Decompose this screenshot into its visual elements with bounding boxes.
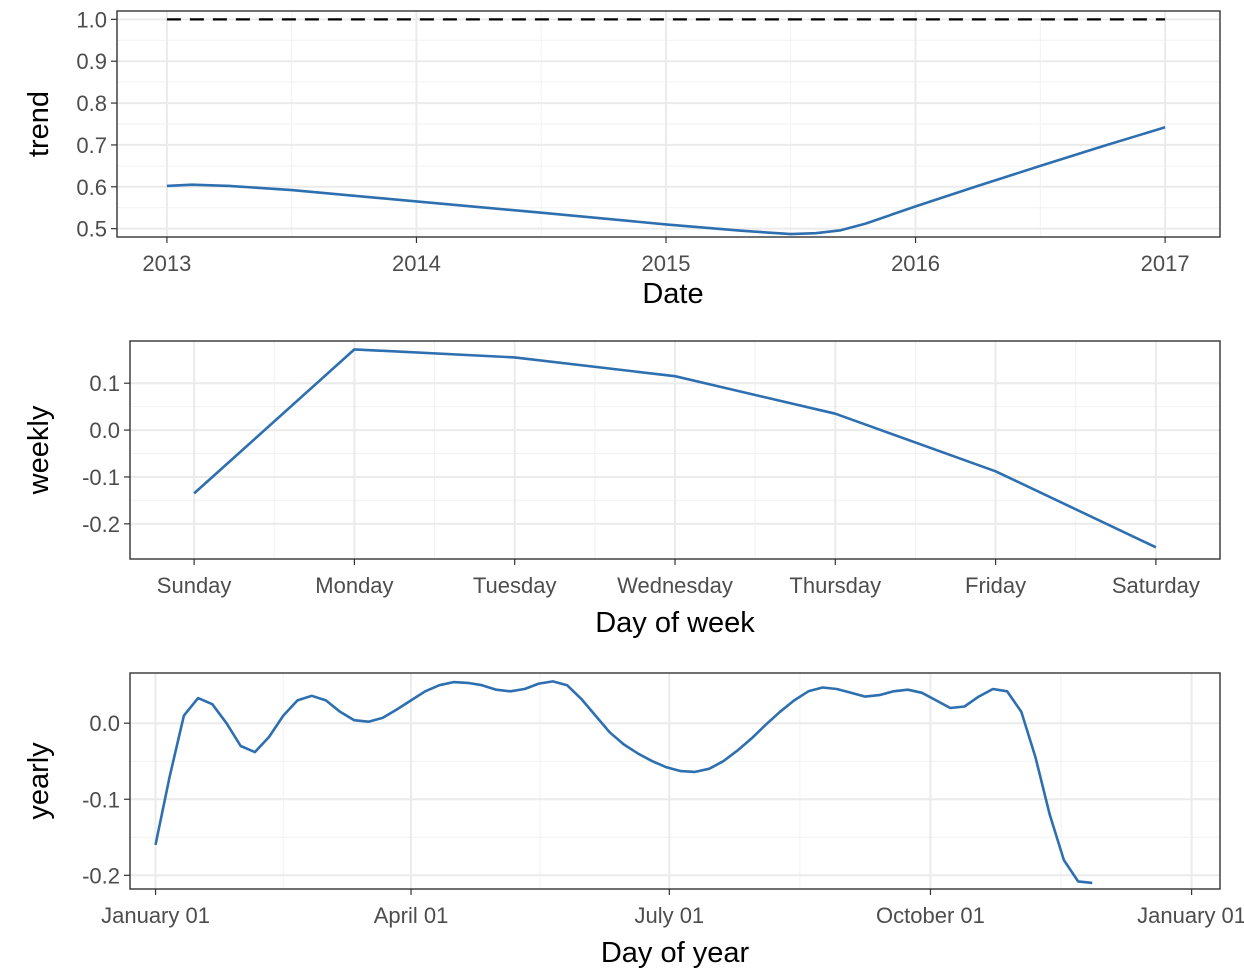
weekly-x-tick-labels: Sunday Monday Tuesday Wednesday Thursday Frid…	[157, 573, 1200, 598]
weekly-y-axis-title: weekly	[23, 405, 55, 495]
x-tick-label: Thursday	[789, 573, 881, 598]
trend-grid	[117, 11, 1220, 237]
yearly-ticks	[124, 722, 1193, 895]
trend-ticks	[111, 18, 1166, 243]
trend-y-axis-title: trend	[23, 91, 55, 157]
y-tick-label: -0.2	[82, 863, 120, 888]
x-tick-label: Sunday	[157, 573, 232, 598]
yearly-grid	[130, 673, 1220, 889]
yearly-panel-border	[129, 672, 1221, 890]
trend-panel: 2013 2014 2015 2016 2017 0.50.60.70.80.91.0 …	[23, 7, 1221, 310]
x-tick-label: 2013	[142, 251, 191, 276]
series-line	[193, 348, 1157, 549]
series-line	[154, 680, 1093, 885]
yearly-y-tick-labels: -0.2 -0.1 0.0	[82, 711, 120, 888]
trend-marks	[166, 18, 1166, 236]
y-tick-label: 0.1	[89, 371, 120, 396]
trend-y-tick-labels: 0.5 0.6 0.7 0.8 0.9 1.0	[76, 7, 107, 241]
series-line	[166, 126, 1166, 236]
y-tick-label: 0.0	[89, 711, 120, 736]
trend-x-axis-title: Date	[642, 278, 703, 310]
y-tick-label: -0.1	[82, 787, 120, 812]
x-tick-label: Friday	[965, 573, 1026, 598]
x-tick-label: January 01	[101, 903, 210, 928]
weekly-x-axis-title: Day of week	[595, 607, 755, 639]
x-tick-label: 2014	[392, 251, 441, 276]
x-tick-label: Monday	[315, 573, 393, 598]
y-tick-label: 0.9	[76, 49, 107, 74]
y-tick-label: -0.1	[82, 465, 120, 490]
weekly-y-tick-labels: -0.2 -0.1 0.0 0.1	[82, 371, 120, 537]
yearly-y-axis-title: yearly	[23, 742, 55, 820]
weekly-ticks	[124, 382, 1157, 565]
x-tick-label: July 01	[634, 903, 704, 928]
x-tick-label: Wednesday	[617, 573, 733, 598]
x-tick-label: 2015	[642, 251, 691, 276]
yearly-x-tick-labels: January 01 April 01 July 01 October 01 Janua…	[101, 903, 1244, 928]
y-tick-label: -0.2	[82, 512, 120, 537]
x-tick-label: 2016	[891, 251, 940, 276]
x-tick-label: 2017	[1141, 251, 1190, 276]
yearly-x-axis-title: Day of year	[601, 937, 750, 969]
x-tick-label: April 01	[374, 903, 449, 928]
x-tick-label: October 01	[876, 903, 985, 928]
y-tick-label: 0.7	[76, 133, 107, 158]
yearly-marks	[154, 680, 1093, 885]
trend-x-tick-labels: 2013 2014 2015 2016 2017	[142, 251, 1189, 276]
x-tick-label: Tuesday	[473, 573, 557, 598]
x-tick-label: January 01	[1137, 903, 1244, 928]
yearly-panel: January 01 April 01 July 01 October 01 Janua…	[23, 672, 1244, 969]
y-tick-label: 1.0	[76, 7, 107, 32]
x-tick-label: Saturday	[1112, 573, 1200, 598]
y-tick-label: 0.0	[89, 418, 120, 443]
weekly-panel: Sunday Monday Tuesday Wednesday Thursday Frid…	[23, 340, 1221, 639]
y-tick-label: 0.6	[76, 175, 107, 200]
weekly-marks	[193, 348, 1157, 549]
weekly-grid	[130, 341, 1220, 559]
y-tick-label: 0.5	[76, 217, 107, 242]
trend-panel-border	[116, 10, 1221, 238]
y-tick-label: 0.8	[76, 91, 107, 116]
